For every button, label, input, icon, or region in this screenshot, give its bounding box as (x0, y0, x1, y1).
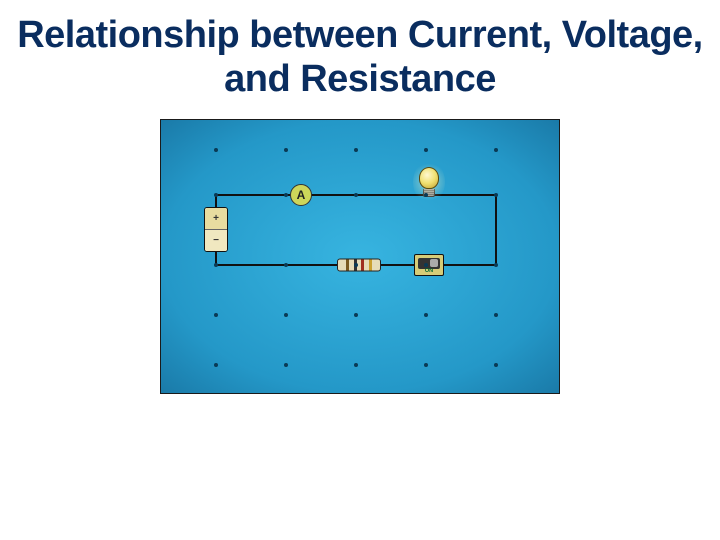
resistor-bands-icon (338, 260, 380, 271)
grid-dot (214, 193, 218, 197)
resistor (337, 259, 381, 272)
grid-dot (424, 263, 428, 267)
grid-dot (284, 263, 288, 267)
grid-dot (494, 363, 498, 367)
circuit-diagram: + − A ON (160, 119, 560, 394)
grid-dot (494, 148, 498, 152)
grid-dot (284, 363, 288, 367)
grid-dot (214, 148, 218, 152)
bulb-glass-icon (419, 167, 439, 189)
ammeter-label: A (297, 188, 306, 202)
grid-dot (284, 313, 288, 317)
grid-dot (354, 313, 358, 317)
grid-dot (214, 313, 218, 317)
grid-dot (424, 193, 428, 197)
grid-dot (214, 263, 218, 267)
grid-dot (494, 263, 498, 267)
grid-dot (354, 263, 358, 267)
grid-dot (284, 148, 288, 152)
grid-dot (354, 363, 358, 367)
grid-dot (424, 363, 428, 367)
battery: + − (204, 207, 228, 252)
grid-dot (424, 148, 428, 152)
grid-dot (354, 148, 358, 152)
ammeter: A (290, 184, 312, 206)
grid-dot (214, 363, 218, 367)
light-bulb (419, 167, 439, 197)
grid-dot (424, 313, 428, 317)
battery-positive: + (205, 208, 227, 230)
switch[interactable]: ON (414, 254, 444, 276)
battery-negative: − (205, 230, 227, 252)
grid-dot (494, 313, 498, 317)
grid-dot (494, 193, 498, 197)
switch-label: ON (415, 268, 443, 275)
wire-right (495, 195, 497, 265)
grid-dot (354, 193, 358, 197)
page-title: Relationship between Current, Voltage, a… (0, 0, 720, 101)
grid-dot (284, 193, 288, 197)
